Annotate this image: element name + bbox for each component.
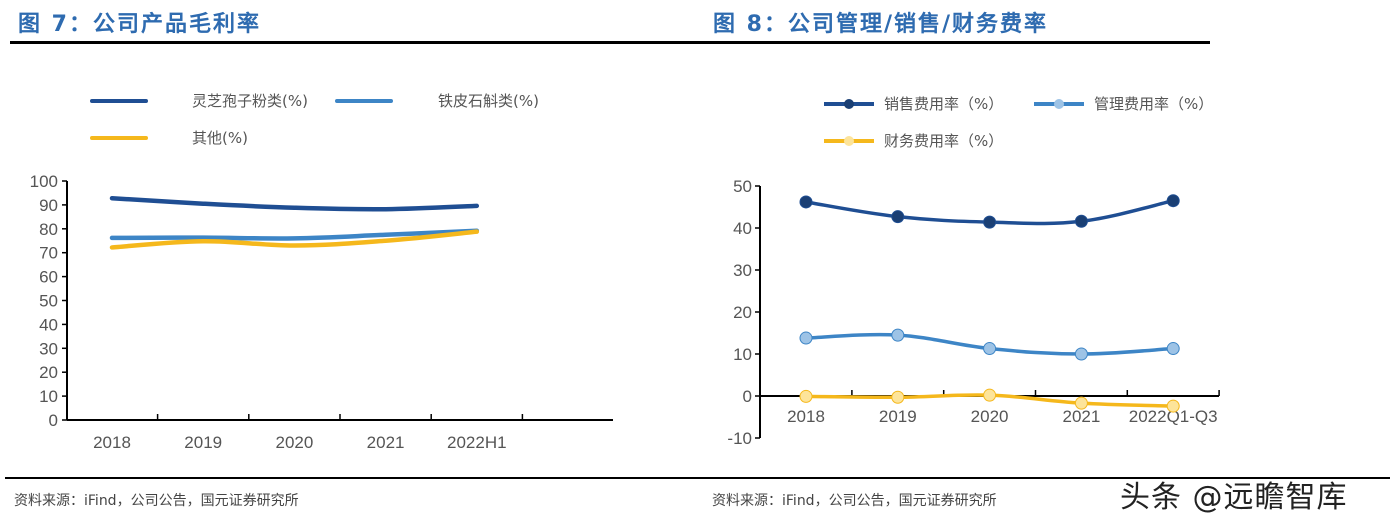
chart1-y-tick-label: 80 <box>39 220 58 239</box>
right-source: 资料来源：iFind，公司公告，国元证券研究所 <box>712 493 997 509</box>
chart2-data-point <box>983 388 997 402</box>
chart2-data-point <box>983 215 997 229</box>
left-chart-title: 图 7：公司产品毛利率 <box>18 12 261 37</box>
chart1-series-line <box>109 195 480 212</box>
chart1-legend-label: 铁皮石斛类(%) <box>438 92 539 110</box>
chart2-legend-label: 管理费用率（%） <box>1094 95 1213 113</box>
chart1-series-line <box>109 229 480 250</box>
chart2-x-tick-label: 2021 <box>1062 407 1100 426</box>
chart2-legend-marker <box>844 136 854 146</box>
chart1-legend-label: 灵芝孢子粉类(%) <box>192 92 308 110</box>
chart1-y-tick-label: 100 <box>30 172 58 191</box>
chart2-data-point <box>799 195 813 209</box>
chart1-x-tick-label: 2022H1 <box>447 433 507 452</box>
chart2-data-point <box>983 342 997 356</box>
chart2-x-tick-label: 2019 <box>879 407 917 426</box>
chart2-data-point <box>1166 342 1180 356</box>
chart2-data-point <box>891 328 905 342</box>
chart2-legend-label: 财务费用率（%） <box>884 132 1003 150</box>
chart2-data-point <box>1074 396 1088 410</box>
chart2-data-point <box>1166 194 1180 208</box>
chart1-series-line <box>109 228 480 241</box>
chart2-y-tick-label: 10 <box>733 345 752 364</box>
chart2-x-tick-label: 2018 <box>787 407 825 426</box>
chart2-y-tick-label: 50 <box>733 177 752 196</box>
chart1-y-tick-label: 20 <box>39 363 58 382</box>
chart2-y-tick-label: -10 <box>727 429 752 448</box>
left-header-rule <box>10 41 700 44</box>
chart1-y-tick-label: 70 <box>39 244 58 263</box>
chart2-data-point <box>1074 347 1088 361</box>
chart2-data-point <box>799 389 813 403</box>
chart2-legend-label: 销售费用率（%） <box>884 95 1003 113</box>
footer-rule <box>5 477 1390 479</box>
right-header-rule <box>700 41 1210 44</box>
chart2-legend-marker <box>1054 99 1064 109</box>
chart2-x-tick-label: 2022Q1-Q3 <box>1129 407 1218 426</box>
chart1-y-tick-label: 60 <box>39 268 58 287</box>
chart2-data-point <box>1074 214 1088 228</box>
chart2-y-tick-label: 20 <box>733 303 752 322</box>
chart1-y-tick-label: 10 <box>39 387 58 406</box>
chart1-x-tick-label: 2020 <box>275 433 313 452</box>
chart2-data-point <box>799 331 813 345</box>
chart2-data-point <box>891 390 905 404</box>
chart1-y-tick-label: 50 <box>39 292 58 311</box>
chart2-data-point <box>1166 399 1180 413</box>
chart1-x-tick-label: 2019 <box>184 433 222 452</box>
chart1-legend-label: 其他(%) <box>192 129 248 147</box>
chart2-y-tick-label: 40 <box>733 219 752 238</box>
right-chart-title: 图 8：公司管理/销售/财务费率 <box>713 12 1049 37</box>
chart1-x-tick-label: 2021 <box>367 433 405 452</box>
chart1-y-tick-label: 40 <box>39 315 58 334</box>
chart1-y-tick-label: 30 <box>39 339 58 358</box>
left-source: 资料来源：iFind，公司公告，国元证券研究所 <box>14 493 299 509</box>
chart1-y-tick-label: 90 <box>39 196 58 215</box>
chart2-data-point <box>891 210 905 224</box>
chart1-x-tick-label: 2018 <box>93 433 131 452</box>
chart1-y-tick-label: 0 <box>49 411 58 430</box>
chart2-y-tick-label: 30 <box>733 261 752 280</box>
watermark: 头条 @远瞻智库 <box>1120 480 1348 515</box>
chart2-y-tick-label: 0 <box>743 387 752 406</box>
chart2-legend-marker <box>844 99 854 109</box>
chart2-x-tick-label: 2020 <box>971 407 1009 426</box>
